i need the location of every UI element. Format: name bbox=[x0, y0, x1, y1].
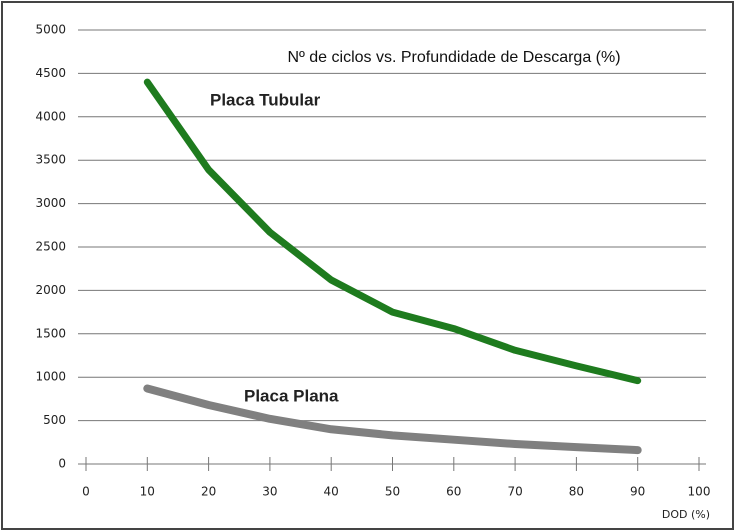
y-tick-label: 0 bbox=[58, 457, 66, 471]
series-line bbox=[143, 384, 642, 455]
chart-title: Nº de ciclos vs. Profundidade de Descarg… bbox=[287, 49, 620, 66]
x-tick-label: 90 bbox=[630, 485, 645, 499]
series-label: Placa Plana bbox=[244, 386, 339, 405]
x-tick-label: 70 bbox=[507, 485, 522, 499]
y-tick-label: 2000 bbox=[35, 283, 66, 297]
x-tick-label: 100 bbox=[688, 485, 711, 499]
y-tick-label: 1000 bbox=[35, 370, 66, 384]
x-tick-label: 20 bbox=[201, 485, 216, 499]
y-tick-label: 4500 bbox=[35, 66, 66, 80]
series-label: Placa Tubular bbox=[210, 90, 321, 109]
y-tick-label: 500 bbox=[43, 413, 66, 427]
y-tick-label: 2500 bbox=[35, 240, 66, 254]
x-tick-label: 10 bbox=[140, 485, 155, 499]
y-tick-label: 4000 bbox=[35, 109, 66, 123]
x-axis-label: DOD (%) bbox=[662, 508, 710, 521]
x-tick-label: 0 bbox=[82, 485, 90, 499]
series-line bbox=[143, 78, 642, 385]
x-tick-label: 60 bbox=[446, 485, 461, 499]
x-tick-label: 40 bbox=[324, 485, 339, 499]
x-tick-label: 30 bbox=[262, 485, 277, 499]
x-tick-label: 80 bbox=[569, 485, 584, 499]
y-tick-label: 3500 bbox=[35, 153, 66, 167]
y-tick-label: 5000 bbox=[35, 23, 66, 37]
x-tick-label: 50 bbox=[385, 485, 400, 499]
y-tick-label: 1500 bbox=[35, 326, 66, 340]
y-tick-label: 3000 bbox=[35, 196, 66, 210]
